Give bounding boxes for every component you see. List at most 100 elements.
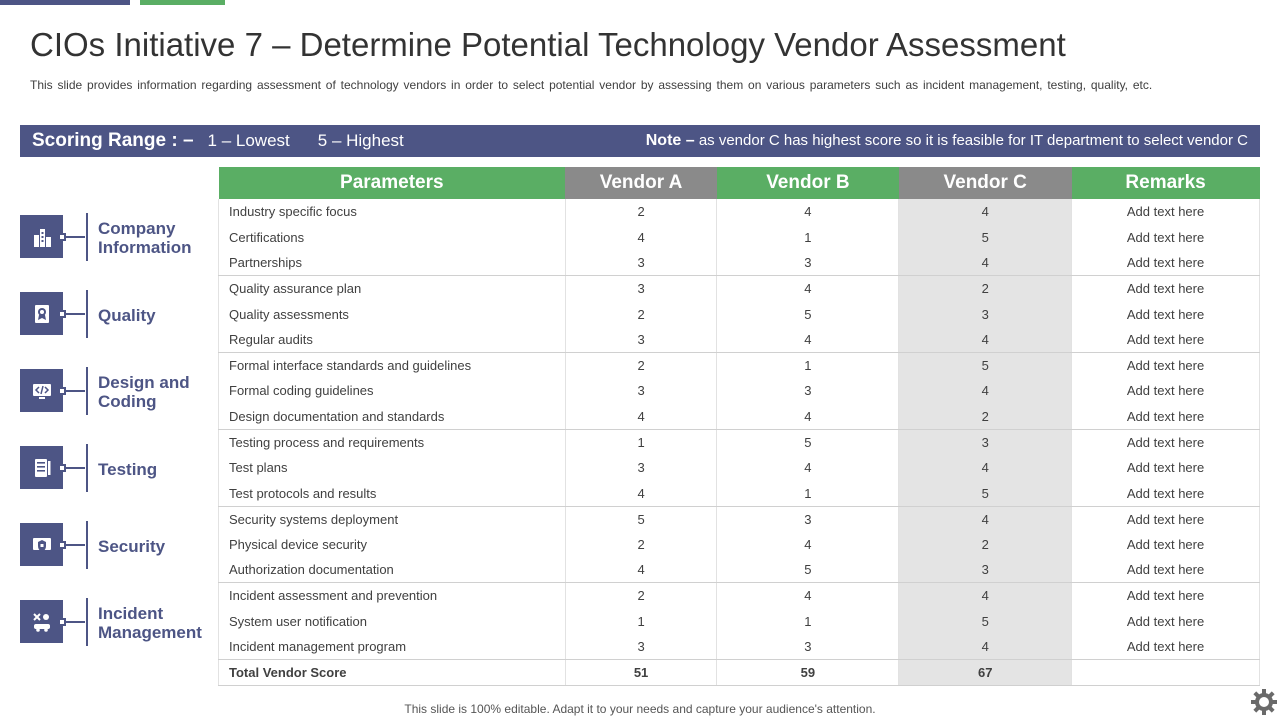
cell-vendor-a: 2 — [564, 582, 718, 609]
category-label: Company Information — [98, 219, 192, 257]
top-accent-bar-secondary — [140, 0, 225, 5]
cell-vendor-b: 4 — [716, 531, 900, 558]
cell-vendor-c: 3 — [898, 557, 1073, 584]
cell-vendor-c: 2 — [898, 275, 1073, 302]
cell-vendor-b: 4 — [716, 582, 900, 609]
gear-icon[interactable] — [1250, 688, 1278, 716]
cell-parameter: Regular audits — [218, 326, 566, 354]
cell-vendor-c: 4 — [898, 454, 1073, 481]
cell-vendor-a: 1 — [564, 608, 718, 635]
cell-vendor-b: 4 — [716, 454, 900, 481]
vendor-note-text: as vendor C has highest score so it is f… — [694, 132, 1248, 149]
cell-remarks: Add text here — [1071, 557, 1260, 584]
cell-vendor-a: 3 — [564, 634, 718, 661]
cell-vendor-b: 4 — [716, 403, 900, 430]
code-monitor-icon — [20, 369, 63, 412]
table-row: Quality assessments 2 5 3 Add text here — [218, 301, 1260, 327]
cell-vendor-a: 3 — [564, 250, 718, 277]
category-label: Design and Coding — [98, 373, 190, 411]
cell-parameter: Test protocols and results — [218, 480, 566, 507]
cell-vendor-a: 4 — [564, 480, 718, 507]
cell-parameter: Incident assessment and prevention — [218, 582, 566, 609]
header-remarks: Remarks — [1071, 167, 1260, 199]
scoring-range-label: Scoring Range : – — [32, 130, 194, 151]
cell-parameter: Formal coding guidelines — [218, 378, 566, 404]
connector-line — [63, 313, 85, 315]
vendor-note: Note – as vendor C has highest score so … — [646, 132, 1248, 150]
cell-vendor-b: 1 — [716, 352, 900, 379]
cell-parameter: Industry specific focus — [218, 199, 566, 225]
cell-vendor-b: 5 — [716, 429, 900, 455]
connector-node — [58, 541, 66, 549]
table-header-row: Parameters Vendor A Vendor B Vendor C Re… — [218, 167, 1260, 199]
table-row: Physical device security 2 4 2 Add text here — [218, 531, 1260, 558]
table-row: Incident assessment and prevention 2 4 4 Add… — [218, 582, 1260, 609]
cell-vendor-c: 2 — [898, 403, 1073, 430]
header-parameters: Parameters — [218, 167, 566, 199]
scoring-range-bar: Scoring Range : – 1 – Lowest 5 – Highest… — [20, 125, 1260, 157]
cell-remarks: Add text here — [1071, 199, 1260, 225]
cell-vendor-c: 5 — [898, 352, 1073, 379]
cell-remarks: Add text here — [1071, 454, 1260, 481]
table-row: Security systems deployment 5 3 4 Add text h… — [218, 506, 1260, 532]
cell-vendor-c: 4 — [898, 506, 1073, 532]
cell-vendor-a: 4 — [564, 557, 718, 584]
cell-remarks: Add text here — [1071, 301, 1260, 327]
cell-vendor-b: 1 — [716, 480, 900, 507]
cell-vendor-a: 4 — [564, 224, 718, 251]
building-icon — [20, 215, 63, 258]
cell-vendor-a: 4 — [564, 403, 718, 430]
cell-vendor-b: 1 — [716, 224, 900, 251]
table-total-row: Total Vendor Score 51 59 67 — [218, 659, 1260, 686]
table-row: Regular audits 3 4 4 Add text here — [218, 326, 1260, 354]
cell-parameter: Physical device security — [218, 531, 566, 558]
table-row: Authorization documentation 4 5 3 Add text h… — [218, 557, 1260, 584]
connector-line — [63, 236, 85, 238]
cell-vendor-a: 5 — [564, 506, 718, 532]
cell-vendor-c: 4 — [898, 378, 1073, 404]
scoring-lowest: 1 – Lowest — [207, 131, 290, 150]
cell-vendor-b: 4 — [716, 275, 900, 302]
cell-vendor-c: 5 — [898, 608, 1073, 635]
divider-line — [86, 213, 88, 261]
cell-remarks: Add text here — [1071, 326, 1260, 354]
table-row: Quality assurance plan 3 4 2 Add text here — [218, 275, 1260, 302]
connector-node — [58, 233, 66, 241]
cell-parameter: Authorization documentation — [218, 557, 566, 584]
header-vendor-a: Vendor A — [565, 167, 717, 199]
page-title: CIOs Initiative 7 – Determine Potential … — [30, 26, 1066, 63]
cell-vendor-b: 4 — [716, 199, 900, 225]
table-row: Industry specific focus 2 4 4 Add text here — [218, 199, 1260, 225]
cell-vendor-c: 4 — [898, 634, 1073, 661]
cell-vendor-b: 4 — [716, 326, 900, 354]
table-row: System user notification 1 1 5 Add text here — [218, 608, 1260, 635]
cell-vendor-b: 3 — [716, 378, 900, 404]
cell-vendor-b: 3 — [716, 250, 900, 277]
total-vendor-b: 59 — [716, 659, 900, 686]
cell-remarks: Add text here — [1071, 275, 1260, 302]
connector-line — [63, 390, 85, 392]
cell-remarks: Add text here — [1071, 480, 1260, 507]
cell-remarks: Add text here — [1071, 250, 1260, 277]
vendor-assessment-table: Parameters Vendor A Vendor B Vendor C Re… — [218, 167, 1260, 686]
total-vendor-c: 67 — [898, 659, 1073, 686]
cell-remarks: Add text here — [1071, 224, 1260, 251]
cell-vendor-c: 4 — [898, 250, 1073, 277]
cell-vendor-c: 2 — [898, 531, 1073, 558]
shield-icon — [20, 523, 63, 566]
connector-line — [63, 544, 85, 546]
cell-vendor-a: 2 — [564, 301, 718, 327]
table-row: Certifications 4 1 5 Add text here — [218, 224, 1260, 251]
cell-vendor-a: 2 — [564, 531, 718, 558]
cell-vendor-c: 4 — [898, 582, 1073, 609]
divider-line — [86, 444, 88, 492]
cell-parameter: Quality assessments — [218, 301, 566, 327]
divider-line — [86, 290, 88, 338]
table-row: Test protocols and results 4 1 5 Add text he… — [218, 480, 1260, 507]
cell-vendor-a: 3 — [564, 454, 718, 481]
connector-node — [58, 464, 66, 472]
table-row: Partnerships 3 3 4 Add text here — [218, 250, 1260, 277]
cell-vendor-c: 3 — [898, 429, 1073, 455]
cell-vendor-c: 5 — [898, 224, 1073, 251]
cell-vendor-c: 4 — [898, 326, 1073, 354]
